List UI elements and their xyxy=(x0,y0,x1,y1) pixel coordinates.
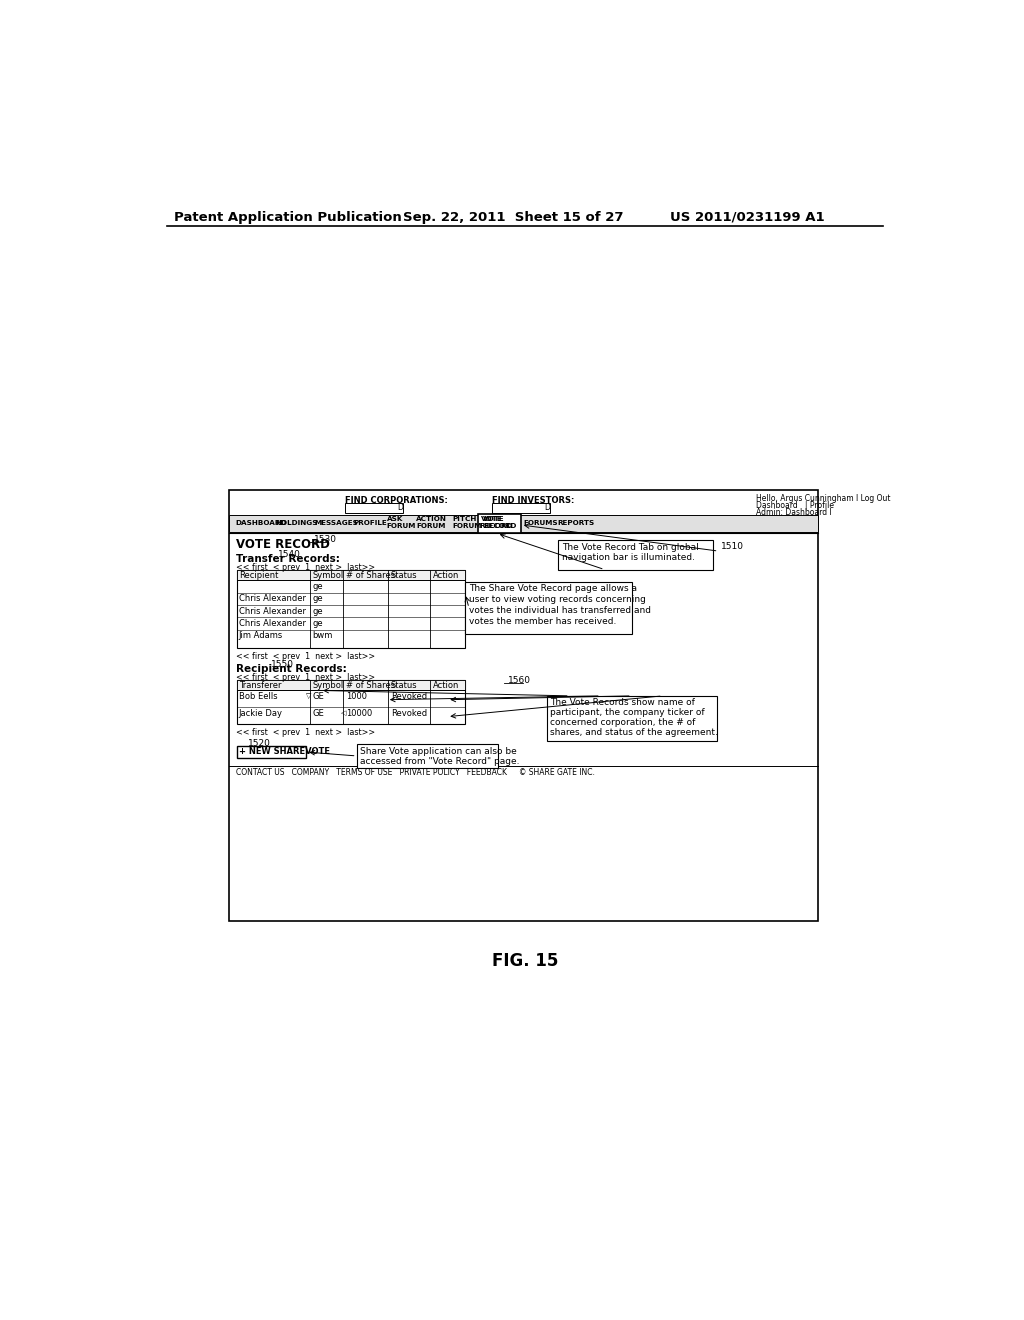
Text: Chris Alexander: Chris Alexander xyxy=(239,619,306,628)
Bar xyxy=(465,582,632,635)
Text: 1520: 1520 xyxy=(248,739,271,748)
Text: 10000: 10000 xyxy=(346,709,372,718)
Bar xyxy=(478,515,521,533)
Bar xyxy=(228,515,818,532)
Text: FIND INVESTORS:: FIND INVESTORS: xyxy=(493,496,574,504)
Text: ▽: ▽ xyxy=(306,693,311,698)
Text: + NEW SHAREVOTE: + NEW SHAREVOTE xyxy=(239,747,330,756)
Text: Sep. 22, 2011  Sheet 15 of 27: Sep. 22, 2011 Sheet 15 of 27 xyxy=(403,211,624,224)
Text: ge: ge xyxy=(312,619,324,628)
Text: REPORTS: REPORTS xyxy=(557,520,595,525)
Text: GE: GE xyxy=(312,692,325,701)
Text: ◁: ◁ xyxy=(341,710,346,715)
Text: The Vote Record Tab on global: The Vote Record Tab on global xyxy=(562,543,698,552)
Text: FORUM: FORUM xyxy=(387,524,416,529)
Text: Revoked: Revoked xyxy=(391,709,427,718)
Text: Transfer Records:: Transfer Records: xyxy=(237,554,340,564)
Text: Share Vote application can also be: Share Vote application can also be xyxy=(360,747,517,755)
Text: FORUM: FORUM xyxy=(452,524,481,529)
Text: Chris Alexander: Chris Alexander xyxy=(239,594,306,603)
Bar xyxy=(558,540,713,570)
Bar xyxy=(345,503,403,512)
Text: 1560: 1560 xyxy=(508,676,530,685)
Text: PITCH: PITCH xyxy=(452,516,476,523)
Text: Recipient: Recipient xyxy=(239,572,279,579)
Text: ge: ge xyxy=(312,582,324,591)
Bar xyxy=(237,570,465,648)
Text: Status: Status xyxy=(391,572,418,579)
Text: bwm: bwm xyxy=(312,631,333,640)
Text: HOLDINGS: HOLDINGS xyxy=(275,520,317,525)
Text: accessed from "Vote Record" page.: accessed from "Vote Record" page. xyxy=(360,756,520,766)
Text: Action: Action xyxy=(432,572,459,579)
Text: Dashboard   | Profile: Dashboard | Profile xyxy=(756,502,834,510)
Text: 1000: 1000 xyxy=(346,692,367,701)
Text: FORUM: FORUM xyxy=(417,524,445,529)
Text: PROFILE: PROFILE xyxy=(353,520,387,525)
Bar xyxy=(237,680,465,725)
Text: participant, the company ticker of: participant, the company ticker of xyxy=(550,708,705,717)
Text: Action: Action xyxy=(432,681,459,690)
Text: DASHBOARD: DASHBOARD xyxy=(234,520,287,525)
Text: The Vote Records show name of: The Vote Records show name of xyxy=(550,698,695,708)
Text: GE: GE xyxy=(312,709,325,718)
Text: Hello, Argus Cunningham I Log Out: Hello, Argus Cunningham I Log Out xyxy=(756,494,890,503)
Text: ge: ge xyxy=(312,594,324,603)
Text: The Share Vote Record page allows a: The Share Vote Record page allows a xyxy=(469,585,637,593)
Text: 1530: 1530 xyxy=(314,535,337,544)
Text: MESSAGES: MESSAGES xyxy=(314,520,357,525)
Text: Jackie Day: Jackie Day xyxy=(239,709,283,718)
Bar xyxy=(237,570,465,581)
Text: Symbol: Symbol xyxy=(312,572,344,579)
Text: FORUMS: FORUMS xyxy=(523,520,558,525)
Text: navigation bar is illuminated.: navigation bar is illuminated. xyxy=(562,553,695,561)
Text: VOTE RECORD: VOTE RECORD xyxy=(237,539,331,550)
Bar xyxy=(237,746,306,758)
Text: VOTE: VOTE xyxy=(480,516,502,521)
Text: votes the member has received.: votes the member has received. xyxy=(469,616,616,626)
Text: US 2011/0231199 A1: US 2011/0231199 A1 xyxy=(671,211,825,224)
Text: concerned corporation, the # of: concerned corporation, the # of xyxy=(550,718,695,727)
Bar xyxy=(237,680,465,690)
Text: Chris Alexander: Chris Alexander xyxy=(239,607,306,615)
Text: RECORD: RECORD xyxy=(479,523,512,528)
Text: RECORD: RECORD xyxy=(483,524,516,529)
Text: << first  < prev  1  next >  last>>: << first < prev 1 next > last>> xyxy=(237,729,376,737)
Text: Transferer: Transferer xyxy=(239,681,282,690)
Text: Jim Adams: Jim Adams xyxy=(239,631,283,640)
Text: << first  < prev  1  next >  last>>: << first < prev 1 next > last>> xyxy=(237,673,376,681)
Text: ASK: ASK xyxy=(387,516,403,523)
Text: # of Shares: # of Shares xyxy=(346,681,395,690)
Text: shares, and status of the agreement.: shares, and status of the agreement. xyxy=(550,729,718,737)
Bar xyxy=(228,490,818,921)
Text: 1510: 1510 xyxy=(721,543,743,550)
Text: FIG. 15: FIG. 15 xyxy=(492,952,558,969)
Text: ACTION: ACTION xyxy=(417,516,447,523)
Text: Status: Status xyxy=(391,681,418,690)
Text: Patent Application Publication: Patent Application Publication xyxy=(174,211,402,224)
Text: 1550: 1550 xyxy=(271,660,294,669)
Bar xyxy=(493,503,550,512)
Text: votes the individual has transferred and: votes the individual has transferred and xyxy=(469,606,651,615)
Text: VOTE: VOTE xyxy=(483,516,505,523)
Text: ge: ge xyxy=(312,607,324,615)
Text: << first  < prev  1  next >  last>>: << first < prev 1 next > last>> xyxy=(237,564,376,573)
Text: FIND CORPORATIONS:: FIND CORPORATIONS: xyxy=(345,496,447,504)
Text: user to view voting records concerning: user to view voting records concerning xyxy=(469,595,646,605)
Text: Symbol: Symbol xyxy=(312,681,344,690)
Text: CONTACT US   COMPANY   TERMS OF USE   PRIVATE POLICY   FEEDBACK     © SHARE GATE: CONTACT US COMPANY TERMS OF USE PRIVATE … xyxy=(237,768,595,777)
Text: Recipient Records:: Recipient Records: xyxy=(237,664,347,675)
Text: << first  < prev  1  next >  last>>: << first < prev 1 next > last>> xyxy=(237,652,376,661)
Text: Revoked: Revoked xyxy=(391,692,427,701)
Bar xyxy=(547,696,717,741)
Text: D: D xyxy=(544,503,550,512)
Text: # of Shares: # of Shares xyxy=(346,572,395,579)
Text: Admin: Dashboard I: Admin: Dashboard I xyxy=(756,508,831,517)
Text: 1540: 1540 xyxy=(278,550,300,560)
Text: Bob Eells: Bob Eells xyxy=(239,692,278,701)
Text: D: D xyxy=(397,503,402,512)
Bar xyxy=(356,743,498,768)
